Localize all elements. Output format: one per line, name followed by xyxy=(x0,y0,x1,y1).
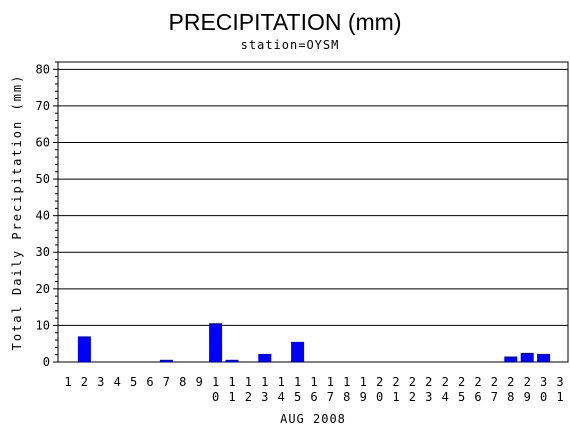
x-tick-labels: 1 2 3 4 5 6 7 8 9 1 01 11 21 31 41 51 61 71 81 92 02 12 22 32 42… xyxy=(64,375,563,404)
x-tick-label: 7 xyxy=(163,375,170,389)
y-tick-label: 50 xyxy=(36,172,50,186)
y-tick-label: 60 xyxy=(36,135,50,149)
y-tick-labels: 0 10 20 30 40 50 60 70 80 xyxy=(36,62,50,369)
gridlines xyxy=(53,68,568,363)
chart-title: PRECIPITATION (mm) xyxy=(169,9,402,35)
plot-frame xyxy=(57,61,569,363)
bar-day-2 xyxy=(77,336,91,362)
x-tick-label: 3 xyxy=(97,375,104,389)
y-tick-label: 80 xyxy=(36,62,50,76)
bar-day-7 xyxy=(159,359,173,362)
x-tick-label: 4 xyxy=(114,375,121,389)
bars xyxy=(77,323,551,362)
y-tick-label: 10 xyxy=(36,318,50,332)
y-axis-label: Total Daily Precipitation (mm) xyxy=(10,74,24,351)
bar-day-29 xyxy=(520,352,534,362)
x-axis-label: AUG 2008 xyxy=(280,412,346,426)
bar-day-10 xyxy=(209,323,223,362)
chart-subtitle: station=OYSM xyxy=(241,38,340,52)
bar-day-28 xyxy=(504,356,518,362)
bar-day-13 xyxy=(258,353,272,362)
x-tick-label: 6 xyxy=(146,375,153,389)
y-tick-label: 20 xyxy=(36,282,50,296)
x-tick-label: 9 xyxy=(196,375,203,389)
x-tick-label: 1 xyxy=(64,375,71,389)
x-tick-label: 5 xyxy=(130,375,137,389)
y-tick-label: 30 xyxy=(36,245,50,259)
y-tick-label: 70 xyxy=(36,99,50,113)
x-tick-label: 2 xyxy=(81,375,88,389)
bar-day-30 xyxy=(537,353,551,362)
y-tick-label: 0 xyxy=(43,355,50,369)
x-tick-label: 8 xyxy=(179,375,186,389)
bar-day-15 xyxy=(291,341,305,362)
y-tick-label: 40 xyxy=(36,209,50,223)
bar-day-11 xyxy=(225,359,239,362)
